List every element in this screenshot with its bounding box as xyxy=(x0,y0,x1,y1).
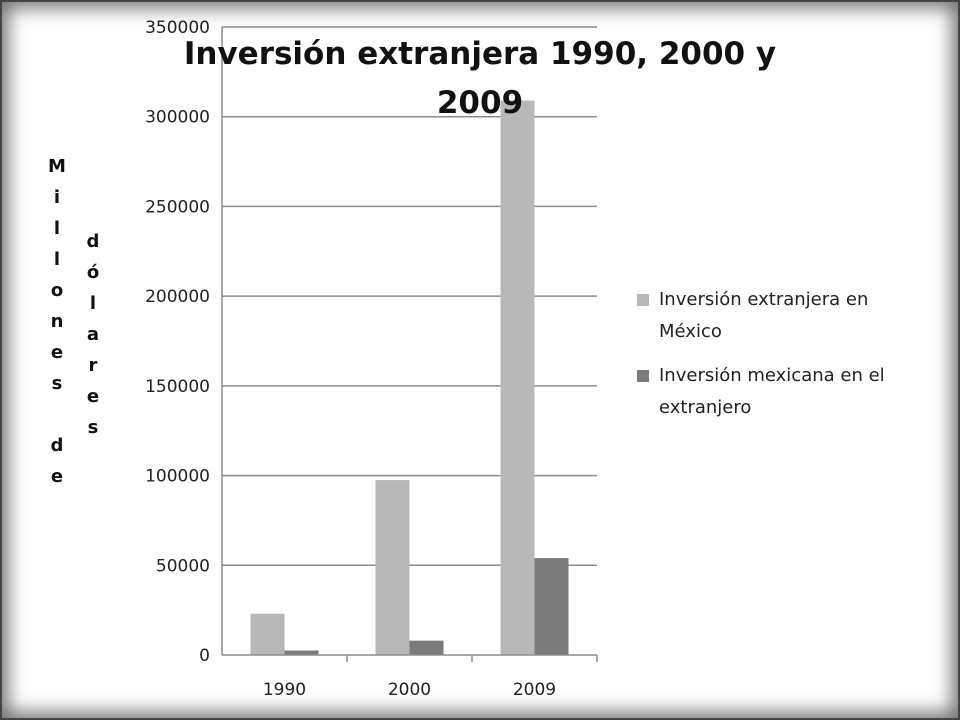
axes xyxy=(221,27,598,662)
bar-2000-series-1 xyxy=(375,480,410,655)
y-tick-label: 100000 xyxy=(145,467,210,487)
chart-title: Inversión extranjera 1990, 2000 y 2009 xyxy=(184,36,776,121)
x-tick-labels: 1990 2000 2009 xyxy=(263,680,556,700)
chart-title-line: Inversión extranjera 1990, 2000 y xyxy=(184,36,776,72)
y-tick-labels: 0 50000 100000 150000 200000 250000 300000 3500… xyxy=(145,18,210,666)
chart-title-line: 2009 xyxy=(437,85,523,121)
x-tick-label: 1990 xyxy=(263,680,306,700)
x-tick-label: 2000 xyxy=(388,680,431,700)
y-tick-label: 300000 xyxy=(145,108,210,128)
y-tick-label: 350000 xyxy=(145,18,210,38)
y-tick-label: 150000 xyxy=(145,377,210,397)
bar-1990-series-1 xyxy=(250,613,285,655)
legend-swatch xyxy=(637,294,649,306)
y-tick-label: 50000 xyxy=(156,556,210,576)
y-tick-label: 0 xyxy=(199,646,210,666)
legend: Inversión extranjera en México Inversión m… xyxy=(637,289,885,418)
y-tick-label: 250000 xyxy=(145,197,210,217)
legend-label: Inversión mexicana en el extranjero xyxy=(659,365,885,418)
bar-2000-series-2 xyxy=(409,640,444,655)
gridlines xyxy=(222,26,597,567)
bars xyxy=(250,100,569,655)
y-tick-label: 200000 xyxy=(145,287,210,307)
legend-swatch xyxy=(637,370,649,382)
legend-label: Inversión extranjera en México xyxy=(659,289,868,342)
bar-1990-series-2 xyxy=(284,650,319,655)
bar-2009-series-2 xyxy=(534,558,569,655)
x-tick-label: 2009 xyxy=(513,680,556,700)
bar-2009-series-1 xyxy=(500,100,535,655)
